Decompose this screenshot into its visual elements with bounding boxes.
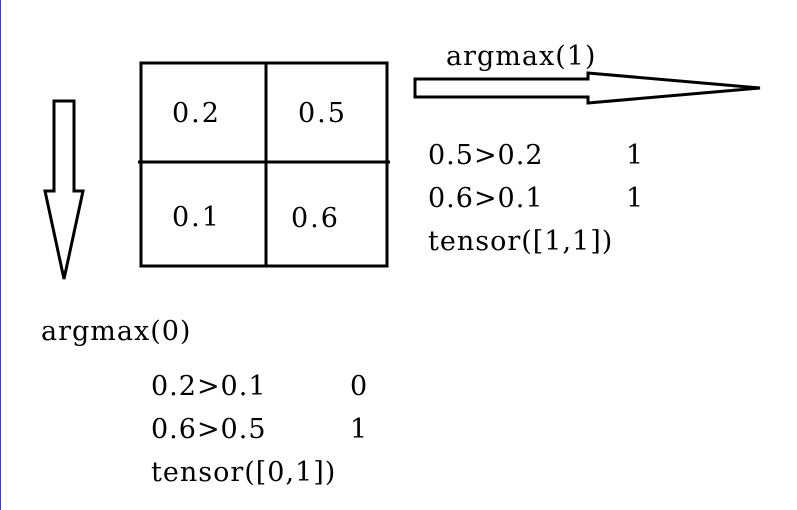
argmax-0-label: argmax(0): [41, 316, 192, 347]
right-result-2: 1: [626, 183, 645, 214]
grid-border: [139, 61, 389, 268]
cell-r0-c1: 0.5: [298, 98, 347, 129]
matrix-grid: [138, 61, 390, 268]
down-tensor-result: tensor([0,1]): [151, 457, 337, 488]
right-arrow-icon: [413, 71, 761, 105]
cell-r1-c0: 0.1: [172, 202, 221, 233]
right-comparison-2: 0.6>0.1: [428, 183, 544, 214]
down-result-2: 1: [350, 414, 369, 445]
down-comparison-2: 0.6>0.5: [151, 414, 267, 445]
right-result-1: 1: [626, 140, 645, 171]
down-result-1: 0: [350, 371, 369, 402]
down-arrow-icon: [43, 99, 85, 280]
right-comparison-1: 0.5>0.2: [428, 140, 544, 171]
argmax-1-label: argmax(1): [446, 41, 597, 72]
down-comparison-1: 0.2>0.1: [151, 371, 267, 402]
window-left-edge: [0, 0, 1, 510]
right-tensor-result: tensor([1,1]): [428, 226, 614, 257]
cell-r0-c0: 0.2: [172, 98, 221, 129]
cell-r1-c1: 0.6: [291, 203, 340, 234]
